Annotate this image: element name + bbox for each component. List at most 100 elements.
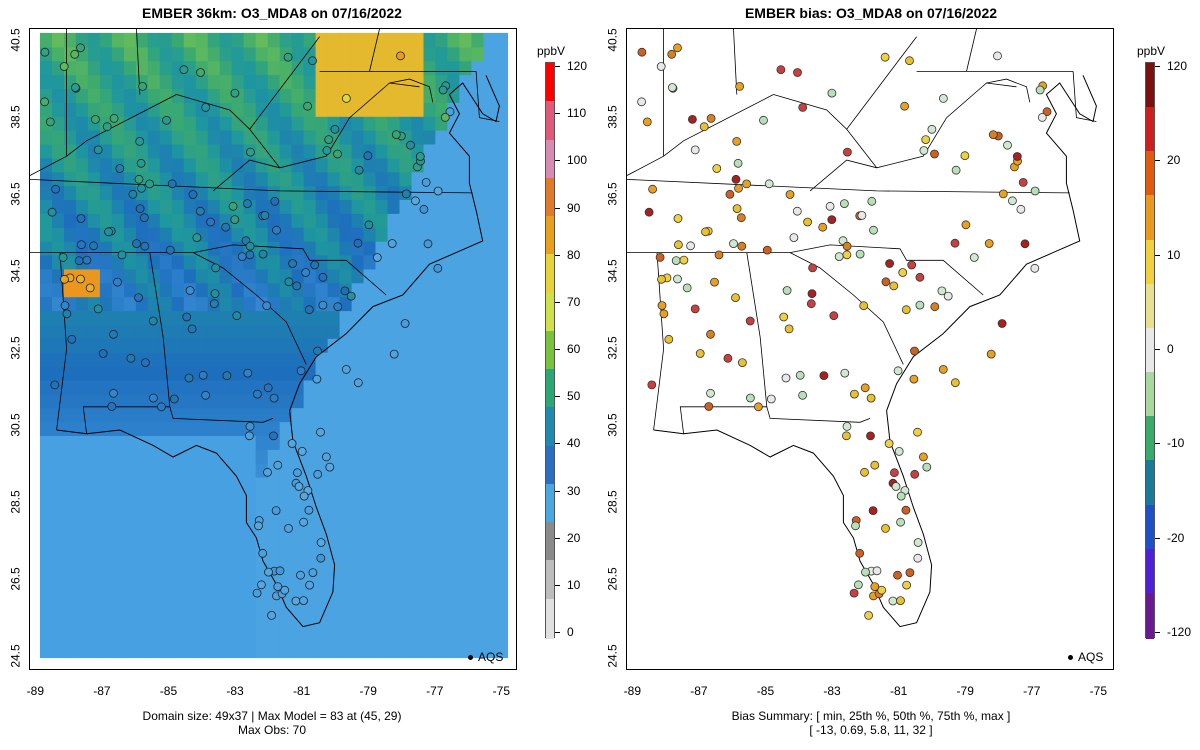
model-grid-cell xyxy=(147,615,161,631)
model-grid-cell xyxy=(231,574,245,589)
model-grid-cell xyxy=(40,282,53,298)
bias-site-marker xyxy=(648,184,658,194)
model-grid-cell xyxy=(447,324,460,339)
model-grid-cell xyxy=(411,254,425,270)
model-grid-cell xyxy=(399,504,413,520)
bias-site-marker xyxy=(732,204,742,214)
bias-site-marker xyxy=(884,439,894,448)
model-grid-cell xyxy=(219,143,233,159)
model-grid-cell xyxy=(411,324,425,339)
model-grid-cell xyxy=(435,407,448,423)
model-grid-cell xyxy=(423,643,437,659)
aqs-site-marker xyxy=(230,215,240,225)
model-grid-cell xyxy=(219,157,233,173)
model-grid-cell xyxy=(399,407,413,423)
model-grid-cell xyxy=(435,421,448,436)
left-colorbar-tick xyxy=(555,160,560,162)
model-grid-cell xyxy=(363,32,377,48)
model-grid-cell xyxy=(387,116,401,131)
model-grid-cell xyxy=(399,421,413,436)
model-grid-cell xyxy=(483,435,496,450)
model-grid-cell xyxy=(87,88,101,103)
aqs-site-marker xyxy=(284,523,293,533)
model-grid-cell xyxy=(387,532,401,547)
model-grid-cell xyxy=(183,518,197,534)
model-grid-cell xyxy=(40,449,53,464)
model-grid-cell xyxy=(447,490,460,506)
bias-site-marker xyxy=(782,286,792,295)
bias-site-marker xyxy=(706,329,715,339)
bias-site-marker xyxy=(671,256,681,266)
model-grid-cell xyxy=(99,504,113,520)
model-grid-cell xyxy=(87,379,101,395)
model-grid-cell xyxy=(183,296,197,312)
model-grid-cell xyxy=(363,532,377,547)
model-grid-cell xyxy=(459,157,472,173)
aqs-site-marker xyxy=(299,517,309,527)
model-grid-cell xyxy=(399,366,413,381)
aqs-site-marker xyxy=(232,311,242,321)
aqs-site-marker xyxy=(284,277,294,287)
model-grid-cell xyxy=(255,338,269,353)
aqs-site-marker xyxy=(71,83,80,92)
model-grid-cell xyxy=(495,227,508,242)
aqs-site-marker xyxy=(292,281,302,291)
model-grid-cell xyxy=(423,421,437,436)
model-grid-cell xyxy=(495,268,508,284)
bias-site-marker xyxy=(840,368,850,378)
model-grid-cell xyxy=(111,130,125,145)
model-grid-cell xyxy=(219,102,233,117)
model-grid-cell xyxy=(40,171,53,187)
model-grid-cell xyxy=(411,32,425,48)
model-grid-cell xyxy=(183,588,197,603)
model-grid-cell xyxy=(64,629,77,645)
model-grid-cell xyxy=(219,46,233,62)
model-grid-cell xyxy=(315,227,329,242)
model-grid-cell xyxy=(375,74,389,89)
model-grid-cell xyxy=(135,46,149,62)
model-grid-cell xyxy=(75,504,89,520)
right-x-tick-label: -85 xyxy=(756,684,775,698)
bias-site-marker xyxy=(1030,263,1040,273)
left-colorbar-label: 10 xyxy=(567,577,581,592)
bias-site-marker xyxy=(695,349,705,358)
model-grid-cell xyxy=(423,449,437,464)
model-grid-cell xyxy=(255,102,269,117)
model-grid-cell xyxy=(351,88,365,103)
model-grid-cell xyxy=(111,421,125,436)
model-grid-cell xyxy=(111,463,125,478)
model-grid-cell xyxy=(75,643,89,659)
model-grid-cell xyxy=(159,463,173,478)
model-grid-cell xyxy=(99,310,113,325)
bias-site-marker xyxy=(896,596,905,605)
model-grid-cell xyxy=(327,32,341,48)
bias-site-marker xyxy=(808,263,818,273)
right-y-tick-label: 36.5 xyxy=(605,182,620,206)
model-grid-cell xyxy=(147,366,161,381)
model-grid-cell xyxy=(471,574,484,589)
model-grid-cell xyxy=(52,227,65,242)
model-grid-cell xyxy=(255,629,269,645)
model-grid-cell xyxy=(423,352,437,367)
model-grid-cell xyxy=(291,615,305,631)
model-grid-cell xyxy=(471,560,484,575)
bias-site-marker xyxy=(710,277,719,287)
model-grid-cell xyxy=(303,629,317,645)
model-grid-cell xyxy=(99,338,113,353)
model-grid-cell xyxy=(123,60,137,76)
model-grid-cell xyxy=(411,393,425,409)
model-grid-cell xyxy=(52,88,65,103)
model-grid-cell xyxy=(99,435,113,450)
model-grid-cell xyxy=(363,421,377,436)
aqs-site-marker xyxy=(128,189,138,199)
model-grid-cell xyxy=(111,588,125,603)
model-grid-cell xyxy=(40,393,53,409)
model-grid-cell xyxy=(483,546,496,561)
model-grid-cell xyxy=(423,227,437,242)
model-grid-cell xyxy=(303,143,317,159)
model-grid-cell xyxy=(411,532,425,547)
model-grid-cell xyxy=(171,546,185,561)
model-grid-cell xyxy=(171,310,185,325)
model-grid-cell xyxy=(435,32,448,48)
model-grid-cell xyxy=(327,601,341,617)
